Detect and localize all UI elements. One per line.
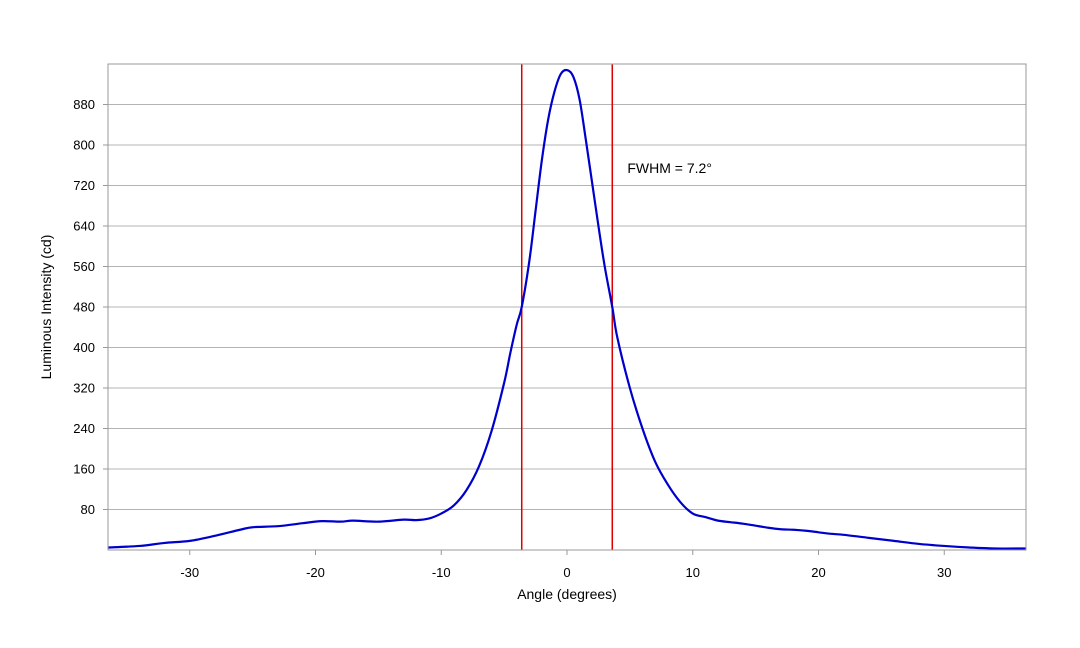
y-axis-title: Luminous Intensity (cd) <box>38 235 54 380</box>
y-tick-label: 80 <box>81 502 95 517</box>
x-axis-title: Angle (degrees) <box>517 586 617 602</box>
y-tick-label: 640 <box>73 219 95 234</box>
x-tick-label: 20 <box>811 565 825 580</box>
y-tick-label: 480 <box>73 300 95 315</box>
y-tick-label: 320 <box>73 381 95 396</box>
y-tick-label: 160 <box>73 462 95 477</box>
y-tick-label: 800 <box>73 138 95 153</box>
y-tick-label: 560 <box>73 259 95 274</box>
intensity-series-line <box>107 68 1027 550</box>
y-tick-label: 720 <box>73 178 95 193</box>
x-axis-ticks: -30 -20 -10 0 10 20 30 <box>180 550 951 580</box>
y-tick-label: 880 <box>73 97 95 112</box>
y-tick-label: 400 <box>73 340 95 355</box>
x-tick-label: -30 <box>180 565 199 580</box>
y-tick-label: 240 <box>73 421 95 436</box>
data-series <box>107 68 1027 550</box>
x-tick-label: 10 <box>686 565 700 580</box>
x-tick-label: 0 <box>563 565 570 580</box>
grid-lines <box>108 104 1026 510</box>
x-tick-label: -10 <box>432 565 451 580</box>
y-axis-ticks: 80 160 240 320 400 480 560 640 720 800 880 <box>73 97 108 517</box>
x-tick-label: -20 <box>306 565 325 580</box>
x-tick-label: 30 <box>937 565 951 580</box>
fwhm-annotation: FWHM = 7.2° <box>627 160 712 176</box>
